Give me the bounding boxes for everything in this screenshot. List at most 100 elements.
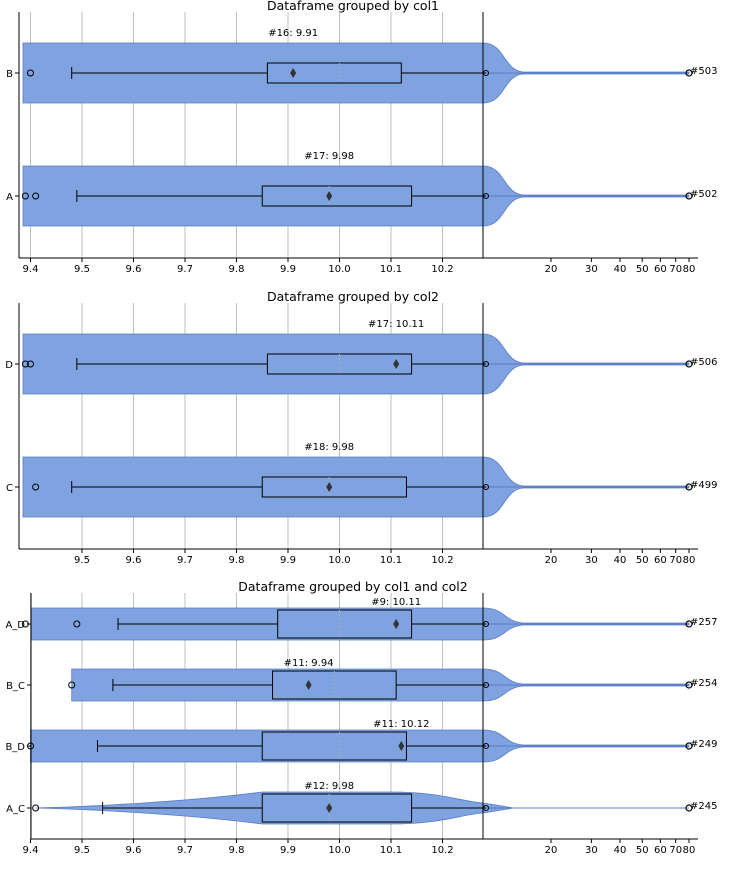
chart-title: Dataframe grouped by col2: [267, 289, 439, 304]
box-C: [261, 476, 407, 498]
mean-marker: [326, 803, 333, 813]
count-tick-label: 80: [683, 845, 696, 856]
outlier-point: [32, 192, 40, 200]
count-marker: [685, 360, 693, 368]
violin-B_D: [30, 729, 690, 763]
y-tick-label: D: [5, 360, 13, 371]
count-label: #245: [690, 801, 717, 812]
count-tick-label: 50: [636, 555, 649, 566]
outlier-point: [27, 360, 34, 368]
x-tick-label: 10.1: [380, 555, 402, 566]
x-tick-label: 9.4: [23, 264, 39, 275]
violin-A: [22, 165, 690, 227]
y-tick-label: C: [6, 483, 13, 494]
mean-annotation: #12: 9.98: [304, 781, 354, 792]
mean-marker: [393, 619, 400, 629]
x-tick-label: 9.5: [74, 555, 90, 566]
y-tick-label: B_C: [6, 681, 25, 692]
count-marker: [685, 742, 693, 750]
violin-D: [22, 333, 690, 395]
count-label: #257: [690, 617, 717, 628]
count-tick-label: 80: [683, 264, 696, 275]
count-tick-label: 40: [614, 264, 627, 275]
x-tick-label: 9.5: [74, 264, 90, 275]
box-A_C: [261, 793, 413, 823]
chart-title: Dataframe grouped by col1 and col2: [238, 579, 467, 594]
box-A: [261, 185, 413, 207]
count-tick-label: 30: [585, 555, 598, 566]
x-tick-label: 9.6: [126, 264, 142, 275]
count-label: #499: [690, 480, 717, 491]
outlier-point: [32, 804, 40, 812]
chart-panel-1: Dataframe grouped by col1 #16: 9.91 #503 B #…: [6, 0, 717, 275]
count-marker: [685, 620, 693, 628]
mean-annotation: #17: 9.98: [304, 151, 354, 162]
x-tick-label: 10.0: [328, 555, 350, 566]
chart-title: Dataframe grouped by col1: [267, 0, 439, 13]
count-marker: [685, 804, 693, 812]
x-tick-label: 10.2: [431, 845, 453, 856]
box-B_D: [261, 731, 407, 761]
outlier-point: [32, 483, 40, 491]
count-marker: [685, 681, 693, 689]
violin-B: [22, 42, 690, 104]
x-tick-label: 9.5: [74, 845, 90, 856]
x-tick-label: 9.8: [229, 264, 245, 275]
outlier-point: [73, 620, 81, 628]
x-tick-label: 9.9: [280, 555, 296, 566]
count-tick-label: 60: [654, 555, 667, 566]
count-marker: [685, 69, 693, 77]
box-B: [266, 62, 402, 84]
y-tick-label: A_C: [6, 804, 25, 815]
mean-annotation: #9: 10.11: [371, 597, 421, 608]
x-tick-label: 9.7: [177, 555, 193, 566]
count-tick-label: 70: [669, 264, 682, 275]
violin-C: [22, 456, 690, 518]
y-tick-label: B_D: [5, 742, 25, 753]
mean-marker: [290, 68, 297, 78]
y-tick-label: A: [6, 192, 13, 203]
mean-marker: [393, 359, 400, 369]
count-tick-label: 40: [614, 555, 627, 566]
outlier-point: [68, 681, 76, 689]
count-tick-label: 20: [545, 555, 558, 566]
count-tick-label: 60: [654, 264, 667, 275]
count-tick-label: 20: [545, 264, 558, 275]
violin-A_D: [30, 607, 690, 641]
count-tick-label: 20: [545, 845, 558, 856]
x-tick-label: 10.2: [431, 555, 453, 566]
x-tick-label: 9.7: [177, 845, 193, 856]
x-tick-label: 9.9: [280, 845, 296, 856]
outlier-point: [21, 192, 29, 200]
x-tick-label: 10.2: [431, 264, 453, 275]
mean-annotation: #17: 10.11: [368, 319, 424, 330]
mean-marker: [398, 741, 405, 751]
count-label: #254: [690, 678, 717, 689]
count-tick-label: 50: [636, 264, 649, 275]
x-tick-label: 9.6: [126, 555, 142, 566]
x-tick-label: 9.6: [126, 845, 142, 856]
x-tick-label: 9.8: [229, 845, 245, 856]
chart-panel-3: Dataframe grouped by col1 and col2 #9: 10…: [5, 579, 717, 856]
count-marker: [685, 192, 693, 200]
count-tick-label: 40: [614, 845, 627, 856]
mean-annotation: #11: 10.12: [373, 719, 429, 730]
mean-annotation: #18: 9.98: [304, 442, 354, 453]
count-tick-label: 30: [585, 845, 598, 856]
count-label: #249: [690, 739, 717, 750]
count-marker: [685, 483, 693, 491]
y-tick-label: B: [6, 69, 13, 80]
chart-panel-2: Dataframe grouped by col2 #17: 10.11 #506 D…: [5, 289, 717, 566]
mean-marker: [326, 482, 333, 492]
count-label: #503: [690, 66, 717, 77]
violin-B_C: [71, 668, 690, 702]
box-A_D: [277, 609, 413, 639]
count-label: #502: [690, 189, 717, 200]
count-tick-label: 50: [636, 845, 649, 856]
count-tick-label: 80: [683, 555, 696, 566]
count-tick-label: 60: [654, 845, 667, 856]
count-tick-label: 70: [669, 845, 682, 856]
count-label: #506: [690, 357, 717, 368]
outlier-point: [21, 360, 29, 368]
count-tick-label: 30: [585, 264, 598, 275]
